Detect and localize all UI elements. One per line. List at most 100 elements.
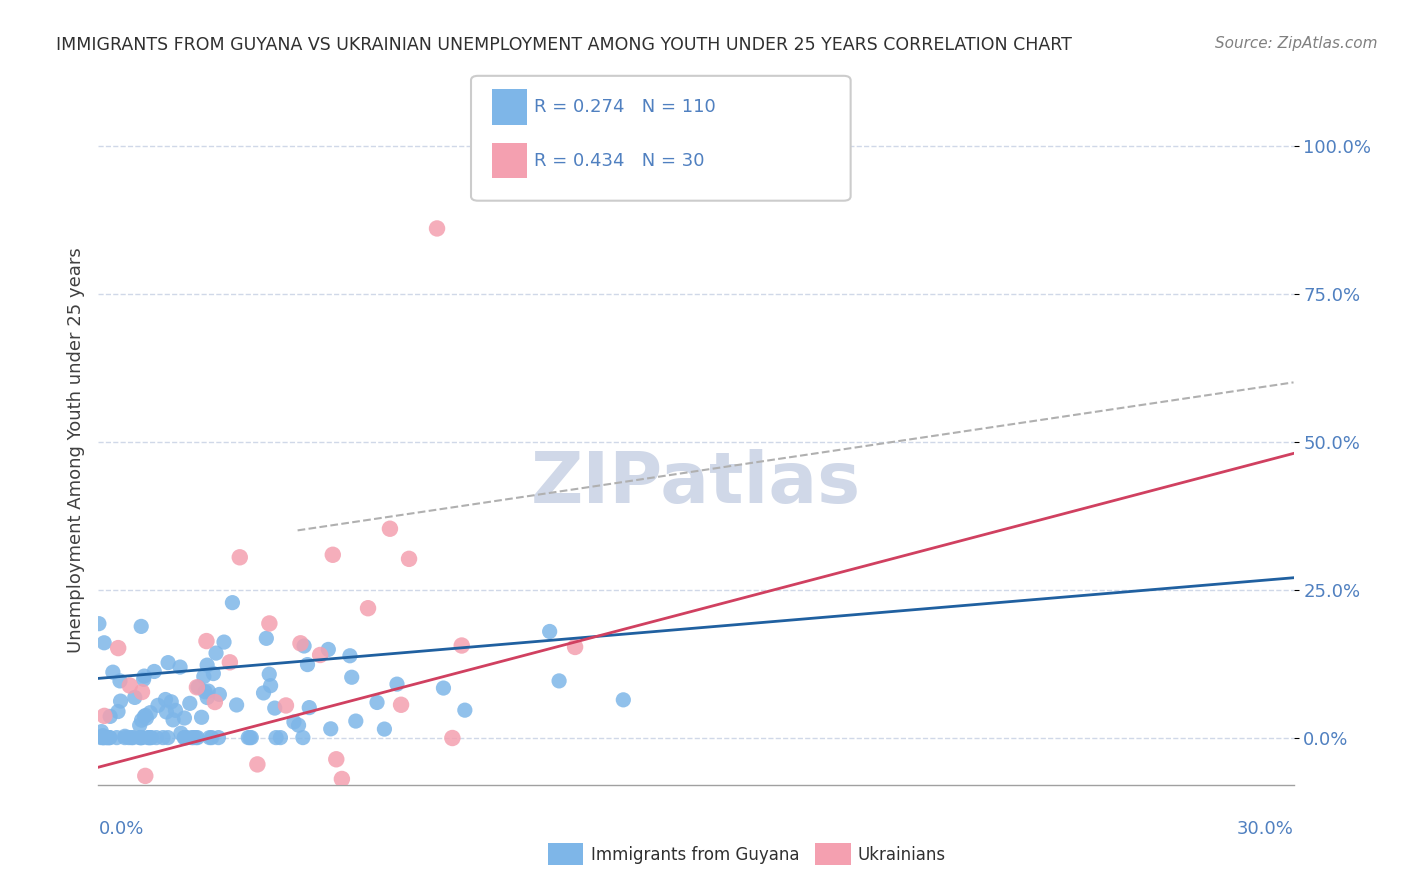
Point [229, 550, 252, 565]
Point [190, 710, 212, 724]
Point [96, 731, 118, 745]
Point [107, 641, 129, 656]
Point [450, 639, 472, 653]
Point [91, 729, 114, 743]
Point [135, 711, 157, 725]
Point [218, 656, 240, 670]
Point [139, 731, 162, 745]
Point [325, 752, 347, 766]
Point [344, 714, 367, 728]
Point [93, 709, 115, 723]
Point [141, 731, 163, 745]
Point [118, 731, 141, 745]
Point [238, 731, 260, 745]
Point [221, 596, 243, 610]
Point [91, 731, 114, 745]
Point [128, 718, 150, 732]
Text: 0.0%: 0.0% [98, 820, 143, 838]
Point [90, 724, 112, 739]
Point [239, 731, 262, 745]
Point [378, 522, 401, 536]
Point [197, 684, 219, 698]
Point [110, 694, 132, 708]
Point [290, 636, 312, 650]
Text: IMMIGRANTS FROM GUYANA VS UKRAINIAN UNEMPLOYMENT AMONG YOUTH UNDER 25 YEARS CORR: IMMIGRANTS FROM GUYANA VS UKRAINIAN UNEM… [56, 36, 1073, 54]
Point [87, 616, 110, 631]
Text: ZIPatlas: ZIPatlas [531, 450, 860, 518]
Point [173, 731, 195, 745]
Point [298, 700, 321, 714]
Point [176, 731, 198, 745]
Point [91, 731, 114, 745]
Point [385, 677, 408, 691]
Point [357, 601, 380, 615]
Point [297, 657, 319, 672]
Point [180, 731, 202, 745]
Point [170, 726, 193, 740]
Point [160, 695, 183, 709]
Point [186, 731, 208, 745]
Point [366, 696, 388, 710]
Point [134, 669, 156, 683]
Point [193, 669, 215, 683]
Point [283, 714, 305, 729]
Point [98, 709, 121, 723]
Text: Ukrainians: Ukrainians [858, 846, 946, 863]
Point [208, 688, 231, 702]
Point [139, 706, 162, 720]
Point [184, 731, 207, 745]
Point [259, 679, 281, 693]
Point [204, 695, 226, 709]
Text: R = 0.434   N = 30: R = 0.434 N = 30 [534, 152, 704, 169]
Point [263, 701, 285, 715]
Point [454, 703, 477, 717]
Point [340, 670, 363, 684]
Point [205, 646, 228, 660]
Point [138, 731, 160, 745]
Point [291, 731, 314, 745]
Point [212, 635, 235, 649]
Point [254, 632, 277, 646]
Point [143, 665, 166, 679]
Point [107, 705, 129, 719]
Point [122, 731, 145, 745]
Point [426, 221, 449, 235]
Point [93, 731, 115, 745]
Point [131, 713, 153, 727]
Point [318, 642, 340, 657]
Point [274, 698, 297, 713]
Point [309, 648, 332, 662]
Point [441, 731, 464, 745]
Point [155, 705, 177, 719]
Point [121, 819, 143, 833]
Point [181, 731, 204, 745]
Point [612, 693, 634, 707]
Point [194, 685, 217, 699]
Point [246, 757, 269, 772]
Point [98, 731, 121, 745]
Point [240, 731, 263, 745]
Point [97, 731, 120, 745]
Point [373, 722, 395, 736]
Point [339, 648, 361, 663]
Point [398, 552, 420, 566]
Point [128, 731, 150, 745]
Text: Immigrants from Guyana: Immigrants from Guyana [591, 846, 799, 863]
Point [207, 731, 229, 745]
Point [114, 731, 136, 745]
Point [108, 673, 131, 688]
Point [134, 709, 156, 723]
Point [198, 731, 221, 745]
Point [538, 624, 561, 639]
Point [179, 697, 201, 711]
Point [114, 729, 136, 743]
Point [257, 667, 280, 681]
Point [129, 731, 152, 745]
Point [195, 690, 218, 705]
Point [131, 685, 153, 699]
Point [101, 665, 124, 680]
Point [163, 819, 186, 833]
Text: 30.0%: 30.0% [1237, 820, 1294, 838]
Point [96, 731, 118, 745]
Point [156, 731, 179, 745]
